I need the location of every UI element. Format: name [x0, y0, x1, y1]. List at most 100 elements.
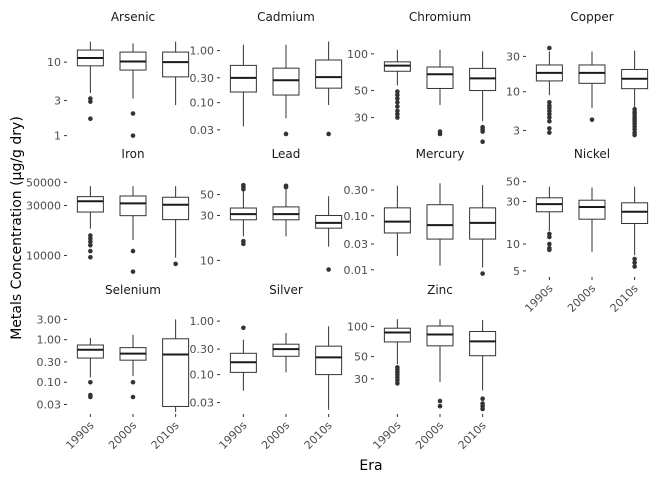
outlier-point: [88, 394, 93, 400]
y-tick-label: 30: [506, 50, 520, 63]
outlier-point: [480, 139, 485, 145]
strip-label: Mercury: [416, 147, 465, 161]
box-1990s: [383, 319, 411, 386]
outlier-point: [437, 131, 443, 137]
iqr-box: [426, 66, 454, 89]
iqr-box: [426, 204, 454, 240]
outlier-point: [88, 379, 93, 385]
y-tick-label: 1.00: [37, 334, 62, 347]
iqr-box: [76, 196, 104, 213]
y-tick-label: 3.00: [37, 313, 62, 326]
iqr-box: [578, 64, 606, 84]
outlier-point: [88, 242, 93, 248]
iqr-box: [383, 207, 411, 234]
box-2000s: [272, 332, 300, 373]
x-tick-label: 2010s: [608, 282, 641, 315]
y-tick-label: 0.30: [190, 343, 215, 356]
outlier-point: [241, 186, 246, 192]
y-tick-label: 50: [354, 351, 368, 364]
box-2010s: [469, 319, 497, 412]
outlier-point: [88, 116, 93, 121]
outlier-point: [547, 247, 552, 253]
x-tick-label: 2000s: [565, 282, 598, 315]
strip-label: Chromium: [409, 10, 471, 24]
y-tick-label: 0.01: [344, 264, 369, 277]
box-2000s: [119, 334, 147, 400]
iqr-box: [426, 325, 454, 347]
outlier-point: [241, 241, 246, 247]
y-tick-label: 1.00: [190, 45, 215, 58]
iqr-box: [315, 345, 343, 376]
iqr-box: [272, 67, 300, 96]
iqr-box: [162, 196, 190, 221]
box-2010s: [621, 50, 649, 138]
x-tick-label: 1990s: [216, 419, 249, 452]
outlier-point: [547, 100, 552, 105]
strip-label: Cadmium: [257, 10, 315, 24]
y-tick-label: 10000: [26, 249, 61, 262]
iqr-box: [76, 344, 104, 359]
outlier-point: [283, 131, 289, 137]
outlier-point: [130, 133, 136, 138]
y-tick-label: 0.10: [37, 376, 62, 389]
y-tick-label: 0.10: [190, 369, 215, 382]
outlier-point: [395, 104, 400, 109]
y-tick-label: 0.03: [37, 399, 62, 412]
iqr-box: [162, 338, 190, 407]
outlier-point: [437, 403, 443, 409]
box-1990s: [229, 325, 257, 391]
panel-nickel: Nickel 5 10 30 50 1990s 2000s 2010s: [506, 147, 649, 315]
outlier-point: [547, 234, 552, 240]
box-1990s: [383, 185, 411, 256]
strip-label: Selenium: [105, 283, 161, 297]
y-tick-label: 1.00: [190, 315, 215, 328]
strip-label: Lead: [272, 147, 301, 161]
panel-chromium: Chromium 30 50 100: [347, 10, 497, 145]
box-2000s: [578, 51, 606, 122]
x-tick-label: 1990s: [63, 419, 96, 452]
y-tick-label: 50: [200, 189, 214, 202]
outlier-point: [632, 256, 637, 262]
iqr-box: [272, 343, 300, 357]
outlier-point: [88, 248, 93, 254]
iqr-box: [469, 330, 497, 357]
y-tick-label: 50: [506, 176, 520, 189]
y-tick-label: 0.03: [190, 397, 215, 410]
x-tick-label: 2010s: [149, 419, 182, 452]
x-tick-label: 2000s: [413, 419, 446, 452]
facet-panels: Arsenic 1 3 10 Cadmium 0.03 0.10 0.30 1.00 Chromi…: [26, 10, 649, 452]
box-2000s: [426, 183, 454, 266]
y-tick-label: 10: [200, 254, 214, 267]
y-tick-label: 30: [506, 195, 520, 208]
outlier-point: [395, 115, 400, 120]
box-2010s: [469, 51, 497, 145]
outlier-point: [547, 115, 552, 120]
strip-label: Silver: [269, 283, 303, 297]
y-tick-label: 100: [347, 48, 368, 61]
panel-zinc: Zinc 30 50 100 1990s 2000s 2010s: [347, 283, 497, 452]
outlier-point: [326, 267, 331, 272]
y-tick-label: 30000: [26, 200, 61, 213]
outlier-point: [480, 129, 485, 134]
box-1990s: [76, 337, 104, 400]
outlier-point: [88, 96, 93, 101]
box-1990s: [76, 41, 104, 121]
y-tick-label: 10: [506, 238, 520, 251]
strip-label: Nickel: [574, 147, 610, 161]
iqr-box: [162, 51, 190, 78]
box-2010s: [621, 186, 649, 269]
outlier-point: [173, 261, 178, 267]
outlier-point: [547, 126, 552, 131]
outlier-point: [130, 269, 136, 274]
x-tick-label: 1990s: [522, 282, 555, 315]
outlier-point: [395, 111, 400, 117]
outlier-point: [437, 398, 443, 404]
y-tick-label: 0.30: [37, 356, 62, 369]
box-1990s: [229, 182, 257, 247]
y-tick-label: 30: [200, 209, 214, 222]
y-tick-label: 3: [513, 124, 520, 137]
y-tick-label: 10: [506, 86, 520, 99]
panel-mercury: Mercury 0.01 0.03 0.10 0.30: [344, 147, 497, 277]
panel-lead: Lead 10 30 50: [200, 147, 343, 272]
